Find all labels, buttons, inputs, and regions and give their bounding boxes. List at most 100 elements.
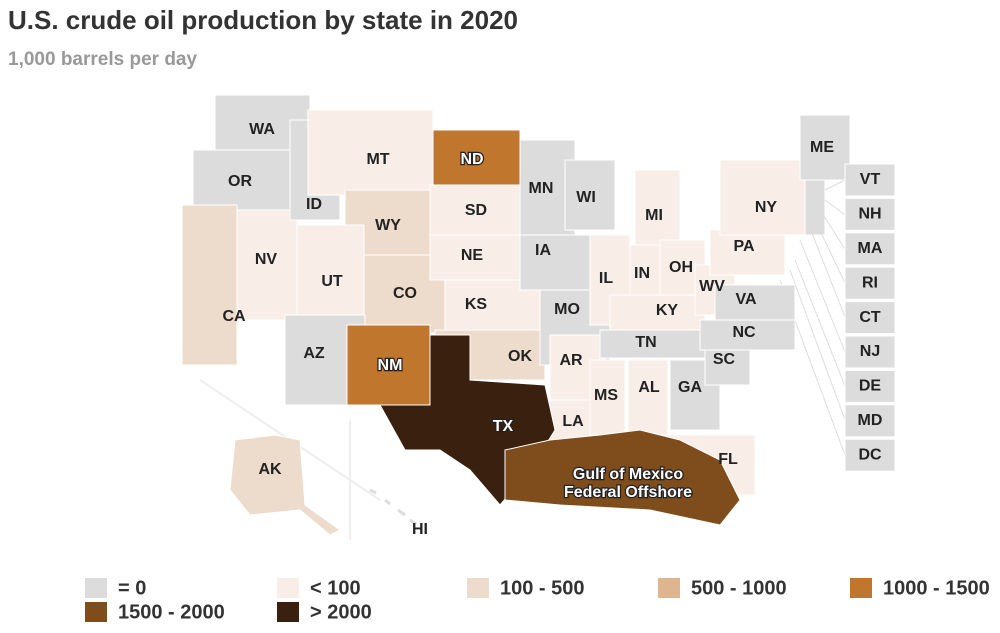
connector-lines bbox=[779, 179, 846, 456]
state-label: KS bbox=[465, 296, 488, 313]
state-label: NE bbox=[461, 247, 484, 264]
state-label: GA bbox=[678, 379, 702, 396]
state-label: MN bbox=[529, 180, 554, 197]
state-shape bbox=[704, 344, 751, 386]
state-label: VA bbox=[735, 291, 756, 308]
legend-swatch bbox=[85, 578, 107, 598]
state-label: AR bbox=[559, 352, 583, 369]
legend-swatch bbox=[850, 578, 872, 598]
legend-swatch bbox=[277, 578, 299, 598]
state-label: NJ bbox=[860, 343, 880, 360]
legend-label: < 100 bbox=[310, 577, 361, 599]
state-label: SD bbox=[465, 202, 487, 219]
state-shape bbox=[627, 359, 669, 441]
state-label: Gulf of Mexico bbox=[573, 466, 683, 483]
state-label: MD bbox=[858, 412, 883, 429]
state-label: NH bbox=[858, 206, 881, 223]
state-shape bbox=[307, 109, 434, 196]
state-label: MS bbox=[594, 387, 618, 404]
state-label: Federal Offshore bbox=[564, 484, 692, 501]
state-shape bbox=[714, 284, 796, 321]
state-label: ND bbox=[460, 151, 483, 168]
state-shape bbox=[844, 266, 896, 300]
state-label: NC bbox=[732, 324, 756, 341]
state-shape bbox=[589, 359, 626, 436]
state-label: ID bbox=[306, 196, 322, 213]
legend-label: 100 - 500 bbox=[500, 577, 585, 599]
state-shape bbox=[844, 232, 896, 266]
state-label: RI bbox=[862, 274, 878, 291]
legend-swatch bbox=[658, 578, 680, 598]
state-label: UT bbox=[321, 273, 343, 290]
legend-label: > 2000 bbox=[310, 601, 372, 623]
state-label: IL bbox=[599, 270, 613, 287]
state-shape bbox=[609, 294, 706, 331]
state-shape bbox=[634, 169, 681, 246]
state-label: HI bbox=[412, 521, 428, 538]
state-label: SC bbox=[713, 351, 736, 368]
state-label: DE bbox=[859, 378, 882, 395]
state-shape bbox=[229, 434, 341, 536]
state-shape bbox=[844, 369, 896, 403]
state-shape bbox=[504, 429, 741, 526]
state-shape bbox=[429, 184, 521, 236]
title: U.S. crude oil production by state in 20… bbox=[8, 5, 518, 35]
state-label: CT bbox=[859, 309, 881, 326]
state-label: AK bbox=[258, 461, 282, 478]
state-shape bbox=[346, 324, 431, 406]
state-label: DC bbox=[858, 446, 882, 463]
state-shape bbox=[564, 159, 616, 231]
state-label: PA bbox=[733, 238, 754, 255]
state-shape bbox=[429, 234, 531, 281]
legend-label: 500 - 1000 bbox=[691, 577, 787, 599]
state-shape bbox=[699, 319, 796, 351]
state-shape bbox=[799, 114, 851, 181]
state-label: MA bbox=[858, 240, 883, 257]
state-label: LA bbox=[562, 413, 584, 430]
state-shape bbox=[719, 159, 806, 236]
state-label: FL bbox=[718, 451, 738, 468]
state-label: AZ bbox=[303, 345, 325, 362]
state-label: WA bbox=[249, 121, 275, 138]
legend-swatch bbox=[85, 602, 107, 622]
legend-label: 1500 - 2000 bbox=[118, 601, 225, 623]
state-label: ME bbox=[810, 139, 834, 156]
state-label: WV bbox=[699, 278, 725, 295]
state-label: WY bbox=[375, 217, 401, 234]
state-label: CO bbox=[393, 285, 417, 302]
legend-label: 1000 - 1500 bbox=[883, 577, 990, 599]
legend-swatch bbox=[467, 578, 489, 598]
state-shape bbox=[432, 129, 521, 186]
state-label: TX bbox=[493, 418, 514, 435]
state-label: NV bbox=[255, 251, 278, 268]
state-shape bbox=[844, 197, 896, 231]
state-shape bbox=[844, 335, 896, 369]
state-label: VT bbox=[860, 171, 881, 188]
legend-swatch bbox=[277, 602, 299, 622]
state-shape bbox=[844, 438, 896, 472]
state-label: AL bbox=[638, 379, 660, 396]
state-label: MI bbox=[645, 207, 663, 224]
state-label: KY bbox=[656, 302, 679, 319]
subtitle: 1,000 barrels per day bbox=[8, 49, 197, 70]
legend-label: = 0 bbox=[118, 577, 146, 599]
state-label: MT bbox=[366, 151, 389, 168]
state-label: OR bbox=[228, 173, 252, 190]
state-label: IN bbox=[634, 265, 650, 282]
state-shape bbox=[844, 163, 896, 197]
state-label: OK bbox=[508, 348, 532, 365]
state-shape bbox=[519, 234, 591, 291]
state-shape bbox=[181, 204, 238, 366]
state-label: TN bbox=[635, 334, 656, 351]
state-shape bbox=[844, 404, 896, 438]
state-label: MO bbox=[554, 301, 580, 318]
state-label: IA bbox=[535, 242, 551, 259]
state-label: WI bbox=[576, 189, 596, 206]
state-label: NM bbox=[378, 357, 403, 374]
state-shape bbox=[844, 301, 896, 335]
state-label: OH bbox=[669, 259, 693, 276]
state-label: NY bbox=[755, 199, 778, 216]
state-label: CA bbox=[222, 308, 246, 325]
